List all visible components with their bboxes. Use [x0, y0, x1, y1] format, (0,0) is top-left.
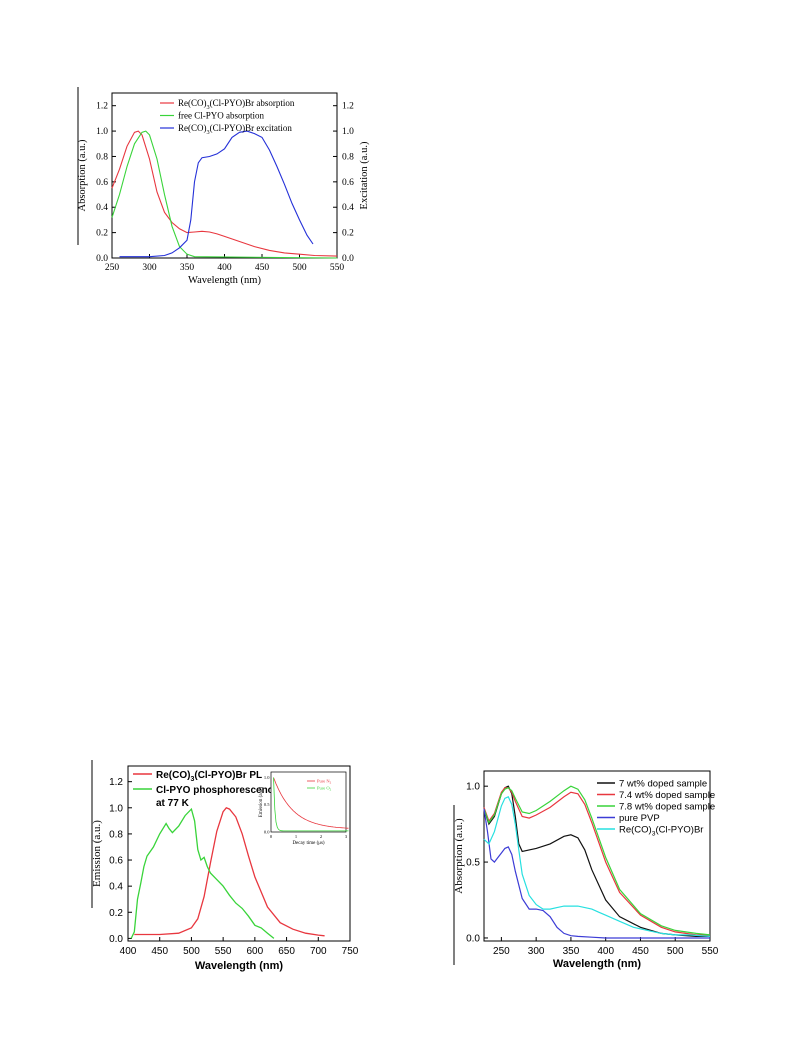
series-line-5 — [483, 796, 711, 937]
inset-x-axis-label: Decay time (μs) — [292, 841, 324, 846]
x-tick-label: 350 — [180, 263, 195, 273]
legend-label-3: Re(CO)3(Cl-PYO)Br excitation — [178, 123, 292, 136]
legend-label-1: Re(CO)3(Cl-PYO)Br absorption — [178, 98, 295, 111]
y-tick-label: 1.0 — [96, 127, 108, 137]
x-tick-label: 400 — [120, 946, 137, 957]
y-tick-label: 0.8 — [109, 829, 123, 840]
x-tick-label: 650 — [278, 946, 295, 957]
y-tick-label: 0.8 — [96, 152, 108, 162]
inset-x-tick-label: 0 — [270, 834, 273, 839]
inset-x-tick-label: 3 — [345, 834, 348, 839]
y-axis-label-right: Excitation (a.u.) — [359, 141, 370, 209]
y-tick-label-right: 1.0 — [342, 127, 354, 137]
legend-label-2: free Cl-PYO absorption — [178, 111, 264, 121]
x-axis-label: Wavelength (nm) — [195, 960, 284, 972]
y-tick-label: 0.4 — [109, 882, 123, 893]
x-tick-label: 550 — [330, 263, 345, 273]
x-tick-label: 550 — [215, 946, 232, 957]
y-tick-label: 0.2 — [96, 229, 108, 239]
x-tick-label: 550 — [702, 946, 719, 957]
y-tick-label-right: 0.0 — [342, 254, 354, 264]
y-tick-label: 0.4 — [96, 203, 108, 213]
x-tick-label: 450 — [151, 946, 168, 957]
y-axis-label: Absorption (a.u.) — [453, 818, 465, 894]
y-tick-label-right: 0.4 — [342, 203, 354, 213]
plot-frame — [483, 770, 711, 942]
y-tick-label: 1.0 — [466, 782, 480, 793]
x-tick-label: 450 — [632, 946, 649, 957]
series-line-3 — [483, 785, 711, 936]
x-tick-label: 500 — [183, 946, 200, 957]
inset-frame — [270, 771, 347, 833]
series-line-1 — [111, 130, 338, 257]
series-line-4 — [483, 808, 710, 939]
inset-decay-o2 — [273, 777, 349, 832]
legend-label-1: 7 wt% doped sample — [619, 779, 707, 790]
inset-y-tick-label: 1.0 — [264, 775, 270, 780]
plot-frame — [127, 765, 351, 942]
y-axis-label: Emission (a.u.) — [91, 820, 103, 887]
x-axis-label: Wavelength (nm) — [553, 958, 642, 970]
inset-y-tick-label: 0.5 — [264, 802, 270, 807]
y-tick-label: 1.2 — [96, 102, 108, 112]
x-tick-label: 250 — [493, 946, 510, 957]
series-line-3 — [119, 130, 314, 258]
x-tick-label: 250 — [105, 263, 120, 273]
legend-label-5: Re(CO)3(Cl-PYO)Br — [619, 825, 703, 838]
series-line-2 — [483, 787, 710, 936]
y-tick-label: 0.0 — [466, 933, 480, 944]
y-tick-label: 0.0 — [96, 254, 108, 264]
y-tick-label: 0.6 — [109, 856, 123, 867]
y-tick-label-right: 0.8 — [342, 152, 354, 162]
chart-doped-absorption: 250 300 350 400 450 500 550 0.0 0.5 1.0 Wavelength… — [453, 770, 719, 970]
x-tick-label: 300 — [142, 263, 157, 273]
y-tick-label: 1.2 — [109, 777, 123, 788]
x-tick-label: 400 — [217, 263, 232, 273]
x-tick-label: 500 — [292, 263, 307, 273]
x-tick-label: 700 — [310, 946, 327, 957]
y-tick-label: 0.6 — [96, 178, 108, 188]
legend-label-1: Re(CO)3(Cl-PYO)Br PL — [156, 770, 262, 783]
y-tick-label: 1.0 — [109, 803, 123, 814]
y-axis-label: Absorption (a.u.) — [77, 139, 88, 212]
legend-label-2: 7.4 wt% doped sample — [619, 790, 715, 801]
y-tick-label: 0.5 — [466, 858, 480, 869]
legend-label-2-line2: at 77 K — [156, 798, 190, 809]
y-tick-label: 0.2 — [109, 908, 123, 919]
x-tick-label: 600 — [247, 946, 264, 957]
y-tick-label: 0.0 — [109, 934, 123, 945]
legend-label-2: Cl-PYO phosphorescence — [156, 785, 279, 796]
inset-x-tick-label: 2 — [320, 834, 322, 839]
inset-y-axis-label: Emission (a.u.) — [259, 786, 264, 817]
x-axis-label: Wavelength (nm) — [188, 275, 261, 286]
x-tick-label: 500 — [667, 946, 684, 957]
chart-emission: 400 450 500 550 600 650 700 750 0.0 0.2 0.4 0.6 0.8 1… — [91, 760, 359, 972]
inset-legend-label-1: Pure N2 — [317, 779, 332, 785]
y-tick-label-right: 0.6 — [342, 178, 354, 188]
inset-y-tick-label: 0.0 — [264, 830, 270, 835]
y-tick-label-right: 1.2 — [342, 102, 354, 112]
series-line-2 — [130, 807, 275, 939]
series-line-2 — [111, 130, 338, 259]
x-tick-label: 350 — [563, 946, 580, 957]
legend-label-3: 7.8 wt% doped sample — [619, 802, 715, 813]
x-tick-label: 400 — [597, 946, 614, 957]
x-tick-label: 300 — [528, 946, 545, 957]
series-line-1 — [134, 807, 325, 937]
x-tick-label: 750 — [342, 946, 359, 957]
x-tick-label: 450 — [255, 263, 270, 273]
inset-decay-n2 — [273, 777, 349, 829]
inset-legend-label-2: Pure O2 — [317, 786, 332, 792]
y-tick-label-right: 0.2 — [342, 229, 354, 239]
legend-label-4: pure PVP — [619, 813, 660, 824]
inset-x-tick-label: 1 — [295, 834, 297, 839]
